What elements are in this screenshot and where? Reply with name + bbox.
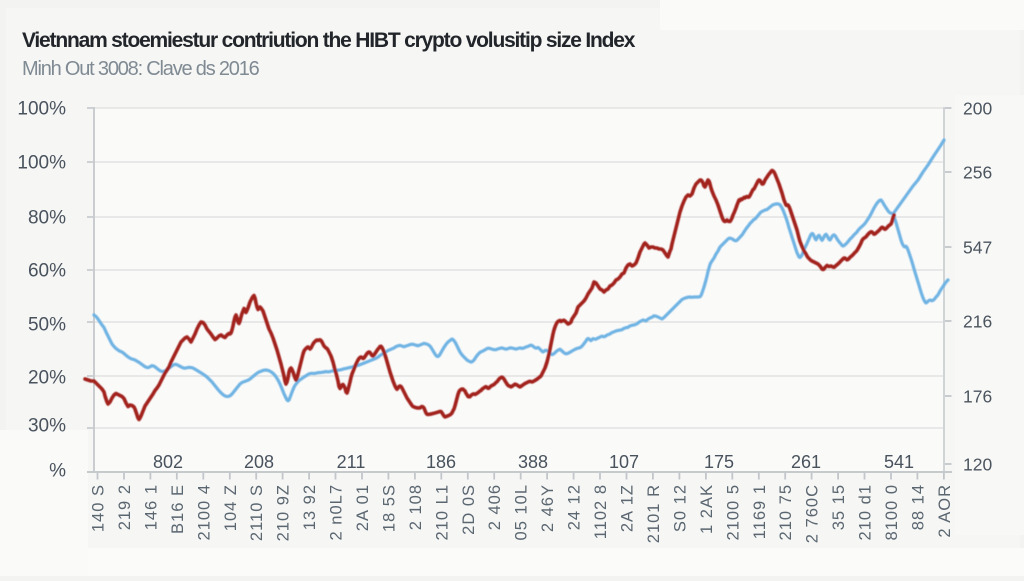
- svg-text:%: %: [49, 461, 66, 482]
- svg-text:2100 5: 2100 5: [724, 484, 742, 540]
- svg-text:2100 4: 2100 4: [195, 484, 213, 540]
- svg-text:13 92: 13 92: [301, 484, 319, 530]
- svg-text:140 S: 140 S: [90, 484, 108, 532]
- svg-text:2 n0L7: 2 n0L7: [328, 484, 346, 540]
- svg-text:146 1: 146 1: [142, 484, 160, 530]
- svg-text:219 2: 219 2: [116, 484, 134, 530]
- svg-text:2 AOR: 2 AOR: [936, 484, 954, 538]
- svg-text:547: 547: [963, 238, 992, 258]
- svg-text:30%: 30%: [28, 416, 66, 437]
- svg-text:216: 216: [963, 312, 992, 332]
- svg-text:20%: 20%: [28, 368, 66, 389]
- svg-text:2A 1Z: 2A 1Z: [619, 484, 637, 532]
- svg-text:24 12: 24 12: [566, 484, 584, 530]
- svg-text:2D 0S: 2D 0S: [460, 484, 478, 535]
- svg-text:2101 R: 2101 R: [645, 484, 663, 543]
- svg-text:2A 01: 2A 01: [354, 484, 372, 531]
- svg-text:175: 175: [704, 452, 734, 472]
- svg-text:2 406: 2 406: [486, 484, 504, 530]
- svg-text:B16 E: B16 E: [169, 484, 187, 534]
- svg-text:50%: 50%: [28, 315, 66, 336]
- svg-text:05 10L: 05 10L: [513, 484, 531, 540]
- svg-text:210 L1: 210 L1: [433, 484, 451, 540]
- svg-text:60%: 60%: [28, 261, 66, 282]
- svg-text:210 75: 210 75: [777, 484, 795, 540]
- svg-text:8100 0: 8100 0: [883, 484, 901, 540]
- svg-text:208: 208: [244, 452, 274, 472]
- svg-text:Minh Out 3008: Clave ds 2016: Minh Out 3008: Clave ds 2016: [22, 58, 260, 80]
- svg-text:256: 256: [963, 163, 992, 183]
- svg-text:1169 1: 1169 1: [751, 484, 769, 539]
- svg-text:186: 186: [426, 452, 456, 472]
- svg-text:2 760C: 2 760C: [804, 484, 822, 543]
- svg-text:210 9Z: 210 9Z: [275, 484, 293, 541]
- svg-text:261: 261: [791, 452, 821, 472]
- svg-text:Vietnnam stoemiestur contriuti: Vietnnam stoemiestur contriution the HIB…: [22, 29, 636, 52]
- svg-text:104 Z: 104 Z: [222, 484, 240, 531]
- svg-text:88 14: 88 14: [909, 484, 927, 530]
- svg-text:35 15: 35 15: [830, 484, 848, 530]
- svg-text:211: 211: [337, 452, 366, 472]
- svg-text:1102 8: 1102 8: [592, 484, 610, 539]
- svg-text:100%: 100%: [17, 99, 66, 120]
- svg-text:1 2AK: 1 2AK: [698, 484, 716, 534]
- svg-text:S0 12: S0 12: [671, 484, 689, 532]
- svg-text:2 46Y: 2 46Y: [539, 484, 557, 532]
- svg-text:80%: 80%: [28, 208, 66, 229]
- svg-text:107: 107: [609, 452, 639, 472]
- svg-text:120: 120: [963, 455, 992, 475]
- svg-text:802: 802: [153, 452, 183, 472]
- svg-text:2110 S: 2110 S: [248, 484, 266, 541]
- svg-text:176: 176: [963, 387, 992, 407]
- svg-text:200: 200: [963, 99, 992, 119]
- svg-text:210 d1: 210 d1: [857, 484, 875, 540]
- svg-text:541: 541: [884, 452, 914, 472]
- svg-text:18 5S: 18 5S: [380, 484, 398, 532]
- svg-text:2 108: 2 108: [407, 484, 425, 530]
- svg-text:100%: 100%: [17, 153, 66, 174]
- svg-text:388: 388: [518, 452, 548, 472]
